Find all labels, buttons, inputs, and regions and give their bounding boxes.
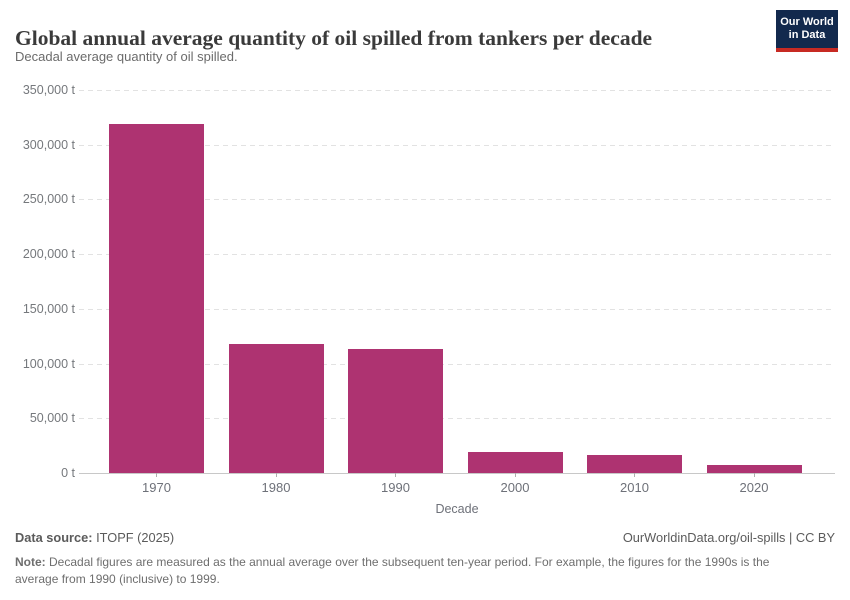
- x-axis-tick-mark: [634, 473, 635, 477]
- x-axis-tick-mark: [753, 473, 755, 477]
- data-source-value: ITOPF (2025): [96, 530, 175, 545]
- x-axis-tick-mark: [514, 473, 516, 477]
- gridline: [79, 199, 835, 201]
- bar-2020[interactable]: [706, 464, 802, 473]
- footer-note: Note: Decadal figures are measured as th…: [15, 554, 813, 588]
- x-axis-tick-label: 2000: [500, 480, 530, 495]
- x-axis-tick-label: 1970: [142, 480, 171, 495]
- bar-2010[interactable]: [587, 455, 682, 473]
- chart-title: Global annual average quantity of oil sp…: [15, 26, 653, 51]
- y-axis-tick-label: 200,000 t: [22, 247, 75, 262]
- footer-source-row: Data source: ITOPF (2025) OurWorldinData…: [15, 530, 835, 545]
- bar-1970[interactable]: [109, 123, 204, 473]
- bar-1980[interactable]: [228, 344, 324, 473]
- data-source-label: Data source:: [15, 530, 93, 545]
- y-axis-tick-label: 150,000 t: [22, 301, 75, 316]
- note-label: Note:: [15, 555, 46, 569]
- bar-1990[interactable]: [348, 348, 443, 473]
- data-source: Data source: ITOPF (2025): [15, 530, 174, 545]
- plot-area: Decade 1970 1980 1990 2000 2010 2020: [79, 90, 835, 516]
- x-axis-tick-label: 2020: [739, 480, 769, 495]
- gridline: [79, 308, 835, 310]
- owid-logo-line1: Our World: [780, 16, 834, 29]
- bar-2000[interactable]: [467, 451, 563, 473]
- y-axis-tick-label: 100,000 t: [22, 356, 75, 371]
- x-axis-tick-label: 1990: [381, 480, 410, 495]
- owid-logo-line2: in Data: [788, 29, 826, 41]
- x-axis-tick-label: 2010: [620, 480, 649, 495]
- x-axis-tick-mark: [156, 473, 157, 477]
- gridline: [79, 90, 835, 91]
- x-axis-tick-label: 1980: [261, 480, 291, 495]
- gridline: [79, 363, 835, 365]
- note-text: Decadal figures are measured as the annu…: [15, 555, 770, 587]
- gridline: [79, 144, 835, 146]
- y-axis-labels: 0 t 50,000 t 100,000 t 150,000 t 200,000 t 25…: [0, 83, 75, 480]
- x-axis-tick-mark: [395, 473, 396, 477]
- x-axis-tick-mark: [275, 473, 277, 477]
- y-axis-tick-label: 0 t: [61, 466, 75, 480]
- gridline: [79, 418, 835, 420]
- gridline: [79, 254, 835, 256]
- y-axis-tick-label: 300,000 t: [22, 137, 75, 152]
- y-axis-tick-label: 250,000 t: [22, 192, 75, 207]
- x-axis-line: [79, 473, 835, 474]
- y-axis-tick-label: 350,000 t: [22, 83, 75, 97]
- owid-logo: Our World in Data: [776, 10, 838, 52]
- y-axis-tick-label: 50,000 t: [29, 411, 75, 426]
- x-axis-title: Decade: [435, 502, 479, 516]
- attribution-link[interactable]: OurWorldinData.org/oil-spills | CC BY: [622, 530, 835, 545]
- chart-subtitle: Decadal average quantity of oil spilled.: [15, 49, 238, 64]
